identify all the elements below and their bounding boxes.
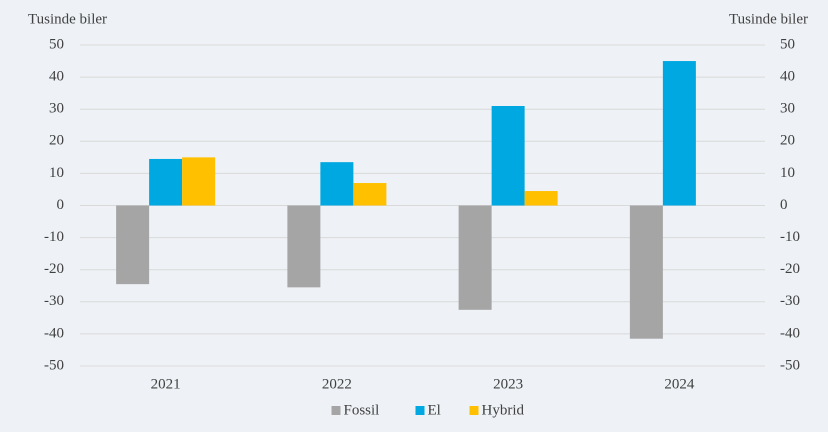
y-tick-label: -10 <box>44 229 64 245</box>
y-tick-label: 0 <box>57 197 65 213</box>
legend-label: Fossil <box>344 402 380 418</box>
y2-tick-label: 40 <box>780 69 795 85</box>
x-tick-label: 2021 <box>151 376 181 392</box>
y2-tick-label: 20 <box>780 133 795 149</box>
y-tick-label: -20 <box>44 261 64 277</box>
y2-tick-label: -30 <box>780 293 800 309</box>
bar <box>320 162 354 206</box>
y-axis-label: Tusinde biler <box>28 11 107 27</box>
y2-tick-label: 0 <box>780 197 788 213</box>
legend-swatch <box>415 406 425 415</box>
legend-label: Hybrid <box>482 402 525 418</box>
y-tick-label: -50 <box>44 357 64 373</box>
y-tick-label: 40 <box>49 69 64 85</box>
y-tick-label: -30 <box>44 293 64 309</box>
x-tick-label: 2024 <box>664 376 695 392</box>
y2-tick-label: 30 <box>780 101 795 117</box>
legend-swatch <box>331 406 341 415</box>
bar <box>149 158 183 206</box>
bar <box>662 61 696 206</box>
y2-tick-label: -10 <box>780 229 800 245</box>
y-tick-label: 20 <box>49 133 64 149</box>
x-tick-label: 2022 <box>322 376 352 392</box>
bar <box>491 105 525 206</box>
bar <box>287 205 321 288</box>
y2-axis-label: Tusinde biler <box>729 11 808 27</box>
bar <box>524 191 558 206</box>
y-tick-label: 10 <box>49 165 64 181</box>
y2-tick-label: -40 <box>780 325 800 341</box>
legend-swatch <box>469 406 479 415</box>
bar <box>458 205 492 310</box>
bar <box>629 205 663 339</box>
x-tick-label: 2023 <box>493 376 523 392</box>
bar <box>116 205 150 285</box>
y2-tick-label: -20 <box>780 261 800 277</box>
y-tick-label: 50 <box>49 36 64 52</box>
y-tick-label: 30 <box>49 101 64 117</box>
y2-tick-label: 10 <box>780 165 795 181</box>
y-tick-label: -40 <box>44 325 64 341</box>
y2-tick-label: -50 <box>780 357 800 373</box>
legend-label: El <box>428 402 441 418</box>
bar <box>182 157 216 206</box>
bar <box>353 183 387 206</box>
y2-tick-label: 50 <box>780 36 795 52</box>
